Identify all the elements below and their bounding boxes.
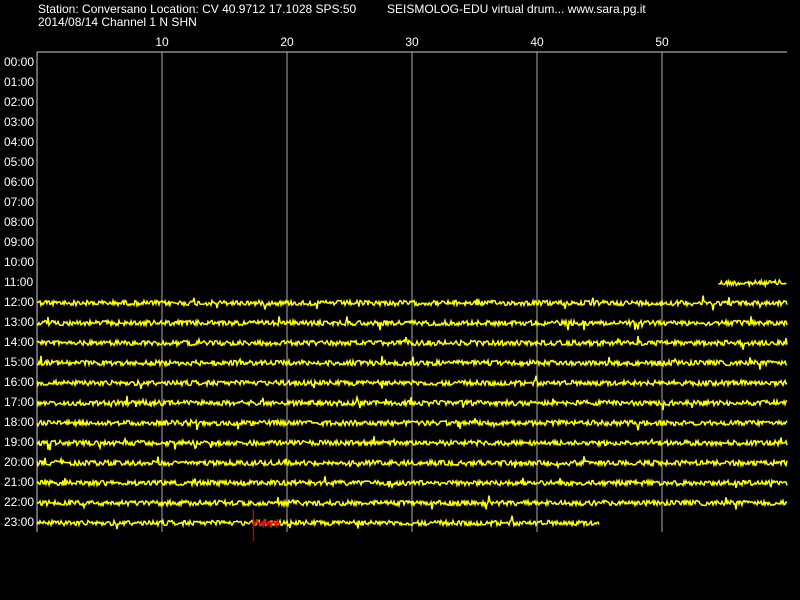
trace	[36, 295, 788, 311]
row-label: 00:00	[4, 55, 34, 69]
row-label: 22:00	[4, 495, 34, 509]
row-label: 04:00	[4, 135, 34, 149]
row-label: 01:00	[4, 75, 34, 89]
x-tick-label: 50	[655, 35, 669, 49]
event-trace	[252, 517, 281, 529]
trace	[718, 277, 787, 289]
trace	[36, 456, 788, 470]
row-label: 17:00	[4, 395, 34, 409]
row-label: 09:00	[4, 235, 34, 249]
row-label: 14:00	[4, 335, 34, 349]
trace	[36, 335, 788, 350]
row-label: 13:00	[4, 315, 34, 329]
row-label: 06:00	[4, 175, 34, 189]
x-tick-label: 30	[405, 35, 419, 49]
trace	[36, 476, 788, 490]
trace	[36, 417, 788, 431]
row-label: 03:00	[4, 115, 34, 129]
trace	[36, 375, 788, 390]
row-label: 16:00	[4, 375, 34, 389]
trace	[36, 436, 788, 451]
row-label: 08:00	[4, 215, 34, 229]
trace	[36, 495, 788, 511]
trace	[36, 355, 788, 370]
trace	[36, 515, 600, 530]
x-tick-label: 40	[530, 35, 544, 49]
x-tick-label: 10	[155, 35, 169, 49]
trace	[36, 394, 788, 411]
row-label: 19:00	[4, 435, 34, 449]
row-label: 02:00	[4, 95, 34, 109]
row-label: 15:00	[4, 355, 34, 369]
row-label: 20:00	[4, 455, 34, 469]
row-label: 18:00	[4, 415, 34, 429]
row-label: 12:00	[4, 295, 34, 309]
row-label: 11:00	[4, 275, 33, 289]
row-label: 05:00	[4, 155, 34, 169]
station-title: Station: Conversano Location: CV 40.9712…	[38, 2, 357, 16]
row-label: 21:00	[4, 475, 34, 489]
row-label: 10:00	[4, 255, 34, 269]
subtitle: 2014/08/14 Channel 1 N SHN	[38, 15, 197, 29]
row-label: 07:00	[4, 195, 34, 209]
trace	[36, 316, 788, 331]
row-label: 23:00	[4, 515, 34, 529]
x-tick-label: 20	[280, 35, 294, 49]
source: SEISMOLOG-EDU virtual drum... www.sara.p…	[387, 2, 646, 16]
